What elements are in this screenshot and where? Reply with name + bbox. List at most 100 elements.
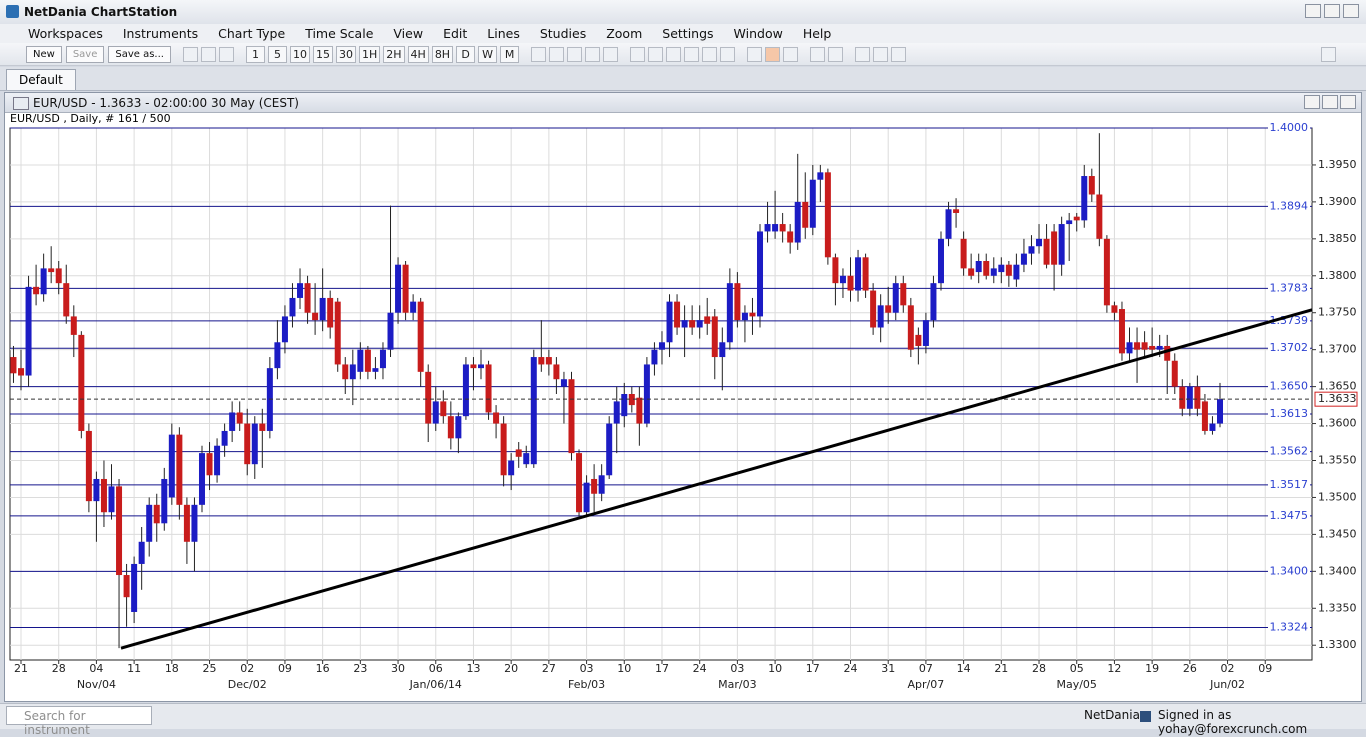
menu-item[interactable]: Edit bbox=[443, 26, 468, 41]
channel-icon[interactable] bbox=[684, 46, 700, 62]
menu-item[interactable]: Studies bbox=[539, 26, 587, 41]
text-icon[interactable] bbox=[702, 46, 718, 62]
instrument-search[interactable]: Search for instrument bbox=[6, 706, 152, 737]
menu-item[interactable]: Chart Type bbox=[218, 26, 286, 41]
level-label: 1.3739 bbox=[1270, 314, 1309, 327]
scroll-icon[interactable] bbox=[585, 46, 601, 62]
app-title: NetDania ChartStation bbox=[24, 5, 178, 19]
timeframe-button[interactable]: 1 bbox=[245, 45, 265, 63]
y-tick-label: 1.3900 bbox=[1318, 195, 1357, 208]
minimize-button[interactable] bbox=[1305, 4, 1321, 18]
candle-body bbox=[198, 453, 205, 505]
x-tick-label: 16 bbox=[316, 662, 330, 675]
grid-icon[interactable] bbox=[549, 46, 565, 62]
preview-icon[interactable] bbox=[828, 46, 844, 62]
candle-body bbox=[508, 460, 515, 476]
timeframe-button[interactable]: 15 bbox=[312, 45, 333, 63]
chart-maximize[interactable] bbox=[1322, 95, 1338, 109]
x-major-label: Mar/03 bbox=[718, 678, 756, 691]
toolbar-button[interactable]: New bbox=[26, 45, 62, 63]
info-icon[interactable] bbox=[567, 46, 583, 62]
toolbar-button[interactable]: Save bbox=[65, 45, 105, 63]
zoom-out-icon[interactable] bbox=[873, 46, 889, 62]
crosshair-icon[interactable] bbox=[531, 46, 547, 62]
x-tick-label: 28 bbox=[52, 662, 66, 675]
candle-body bbox=[583, 482, 590, 513]
candle-body bbox=[817, 172, 824, 180]
timeframe-button[interactable]: 1H bbox=[358, 45, 381, 63]
timeframe-button[interactable]: D bbox=[456, 45, 476, 63]
candle-body bbox=[1036, 238, 1043, 247]
line-icon[interactable] bbox=[218, 46, 234, 62]
menu-item[interactable]: Help bbox=[802, 26, 832, 41]
timeframe-button[interactable]: 30 bbox=[335, 45, 356, 63]
fib-icon[interactable] bbox=[666, 46, 682, 62]
erase-icon[interactable] bbox=[747, 46, 763, 62]
draw-icon[interactable] bbox=[630, 46, 646, 62]
candle-body bbox=[696, 320, 703, 328]
timeframe-button[interactable]: 2H bbox=[383, 45, 405, 63]
candle-body bbox=[1058, 224, 1065, 265]
candle-icon[interactable] bbox=[200, 46, 216, 62]
maximize-button[interactable] bbox=[1324, 4, 1340, 18]
candle-body bbox=[1201, 401, 1208, 431]
candle-body bbox=[1043, 238, 1050, 265]
candle-body bbox=[1164, 345, 1171, 361]
timeframe-button[interactable]: 8H bbox=[431, 45, 454, 63]
candle-body bbox=[847, 275, 854, 291]
menu-item[interactable]: Instruments bbox=[122, 26, 199, 41]
x-tick-label: 02 bbox=[1221, 662, 1235, 675]
zoom-reset-icon[interactable] bbox=[891, 46, 907, 62]
volume-icon[interactable] bbox=[603, 46, 619, 62]
candle-body bbox=[455, 416, 462, 439]
y-tick-label: 1.3700 bbox=[1318, 343, 1357, 356]
candle-body bbox=[734, 283, 741, 321]
menu-item[interactable]: Workspaces bbox=[28, 26, 103, 41]
level-label: 1.3613 bbox=[1270, 407, 1309, 420]
workspace-tab[interactable]: Default bbox=[6, 69, 76, 90]
studies-icon[interactable] bbox=[783, 46, 799, 62]
trend-icon[interactable] bbox=[648, 46, 664, 62]
menu-item[interactable]: Time Scale bbox=[305, 26, 374, 41]
timeframe-button[interactable]: W bbox=[478, 45, 498, 63]
candle-body bbox=[885, 305, 892, 313]
menu-item[interactable]: Zoom bbox=[606, 26, 643, 41]
timeframe-button[interactable]: 4H bbox=[407, 45, 429, 63]
candle-body bbox=[123, 575, 130, 598]
panel-toggle[interactable] bbox=[1321, 46, 1336, 62]
chart-minimize[interactable] bbox=[1304, 95, 1320, 109]
file-buttons: New Save Save as... bbox=[26, 45, 171, 63]
candle-body bbox=[1020, 253, 1027, 265]
candle-body bbox=[470, 364, 477, 369]
toolbar-button[interactable]: Save as... bbox=[108, 45, 171, 63]
candle-body bbox=[1179, 386, 1186, 409]
menu-item[interactable]: Window bbox=[733, 26, 783, 41]
x-major-label: Jan/06/14 bbox=[409, 678, 462, 691]
menu-item[interactable]: Lines bbox=[487, 26, 520, 41]
candle-body bbox=[402, 264, 409, 313]
candle-body bbox=[915, 334, 922, 346]
menu-item[interactable]: View bbox=[393, 26, 424, 41]
x-major-label: Dec/02 bbox=[228, 678, 267, 691]
close-button[interactable] bbox=[1343, 4, 1359, 18]
marker-icon[interactable] bbox=[720, 46, 736, 62]
candle-body bbox=[1103, 238, 1110, 306]
timeframe-button[interactable]: 10 bbox=[289, 45, 310, 63]
bar-icon[interactable] bbox=[182, 46, 198, 62]
print-icon[interactable] bbox=[810, 46, 826, 62]
candle-body bbox=[251, 423, 258, 465]
candle-body bbox=[48, 268, 55, 273]
y-tick-label: 1.3950 bbox=[1318, 158, 1357, 171]
candle-body bbox=[658, 342, 665, 350]
zoom-in-icon[interactable] bbox=[855, 46, 871, 62]
timeframe-button[interactable]: M bbox=[500, 45, 520, 63]
menu-item[interactable]: Settings bbox=[662, 26, 714, 41]
delete-icon[interactable] bbox=[765, 46, 781, 62]
timeframe-button[interactable]: 5 bbox=[267, 45, 287, 63]
candle-body bbox=[576, 453, 583, 513]
chart-close[interactable] bbox=[1340, 95, 1356, 109]
candle-body bbox=[1156, 345, 1163, 350]
candle-body bbox=[379, 349, 386, 369]
x-tick-label: 25 bbox=[203, 662, 217, 675]
